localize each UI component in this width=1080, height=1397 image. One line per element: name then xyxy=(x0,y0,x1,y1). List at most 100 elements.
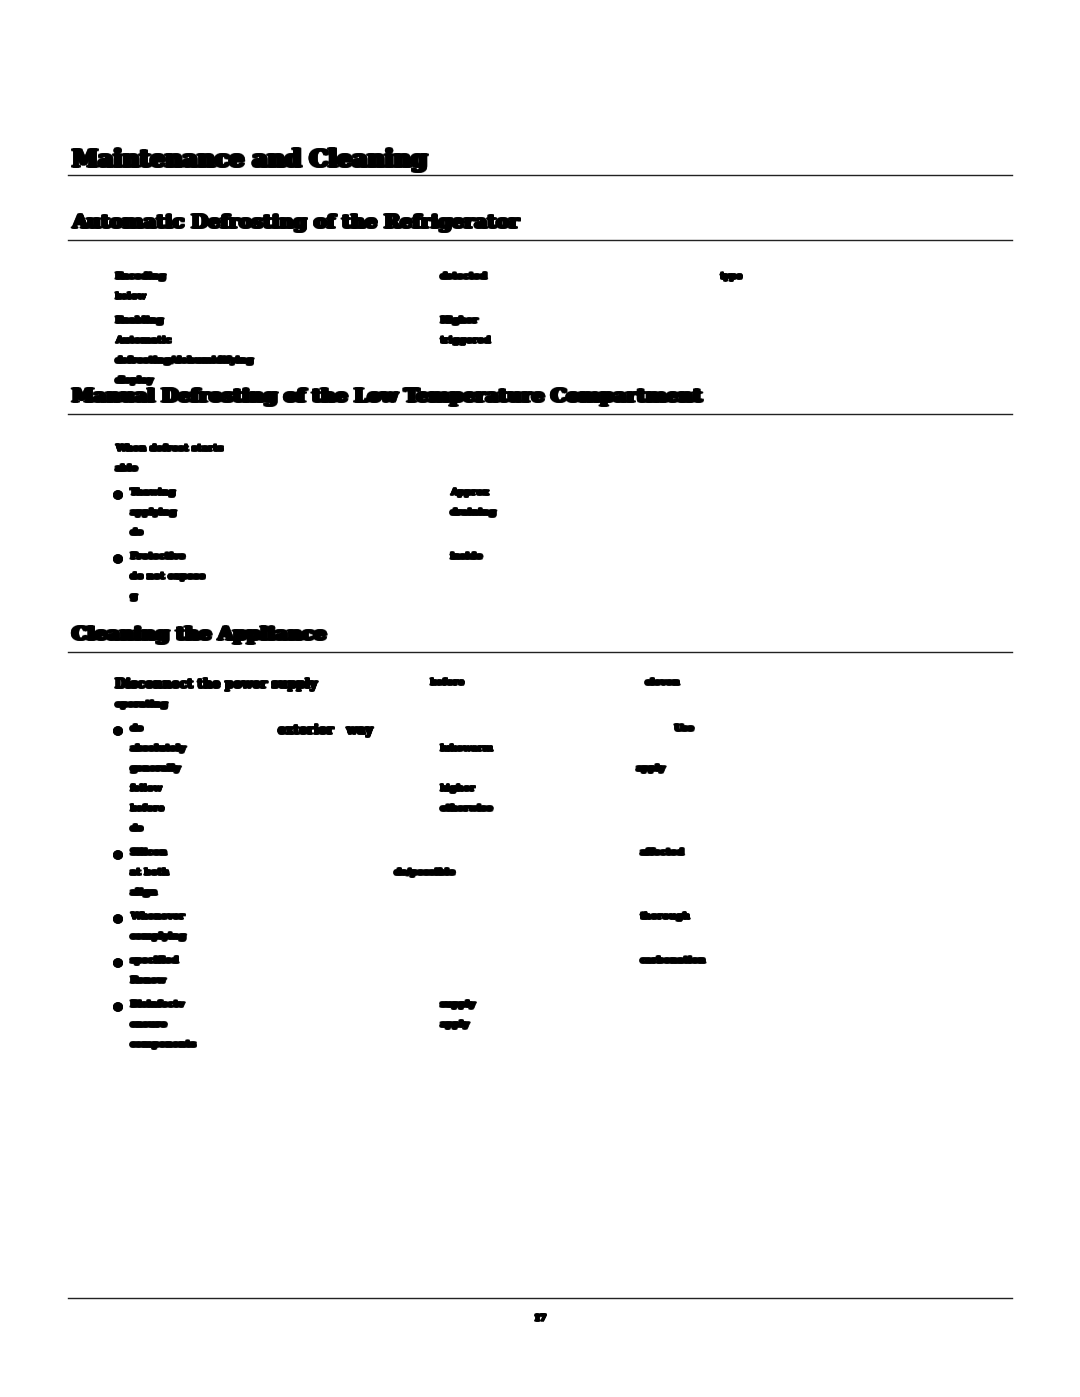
Text: do not expose: do not expose xyxy=(131,571,206,580)
Text: operating: operating xyxy=(114,700,167,710)
Text: apply: apply xyxy=(442,1021,471,1030)
Circle shape xyxy=(116,728,122,735)
Text: inside: inside xyxy=(449,552,482,560)
Text: do/possible: do/possible xyxy=(394,868,456,876)
Text: below: below xyxy=(114,292,146,302)
Text: do not expose: do not expose xyxy=(130,571,204,580)
Circle shape xyxy=(114,852,122,859)
Text: eleven: eleven xyxy=(646,679,680,687)
Text: g: g xyxy=(131,592,137,602)
Text: complying: complying xyxy=(131,932,188,940)
Text: triggered: triggered xyxy=(440,337,491,345)
Text: able: able xyxy=(113,464,137,472)
Text: do not expose: do not expose xyxy=(130,573,205,581)
Text: do: do xyxy=(131,824,144,833)
Text: Higher: Higher xyxy=(442,317,480,326)
Circle shape xyxy=(113,555,121,562)
Text: do not expose: do not expose xyxy=(131,573,206,581)
Text: align: align xyxy=(131,887,159,897)
Circle shape xyxy=(114,1003,121,1010)
Text: lukewarm: lukewarm xyxy=(441,743,495,753)
Text: absolutely: absolutely xyxy=(131,743,187,752)
Text: Maintenance and Cleaning: Maintenance and Cleaning xyxy=(71,148,427,172)
Text: ensure: ensure xyxy=(131,1020,168,1028)
Text: specified: specified xyxy=(131,956,179,965)
Text: Maintenance and Cleaning: Maintenance and Cleaning xyxy=(72,148,428,172)
Text: eleven: eleven xyxy=(646,678,680,687)
Text: complying: complying xyxy=(130,932,186,940)
Text: Encoding: Encoding xyxy=(116,271,166,281)
Text: lukewarm: lukewarm xyxy=(441,743,495,752)
Text: do: do xyxy=(130,824,143,834)
Text: Thawing: Thawing xyxy=(131,488,177,496)
Text: Cleaning the Appliance: Cleaning the Appliance xyxy=(73,626,327,643)
Text: 17: 17 xyxy=(535,1315,548,1323)
Text: ensure: ensure xyxy=(131,1020,168,1030)
Text: Manual Defrosting of the Low Temperature Compartment: Manual Defrosting of the Low Temperature… xyxy=(73,388,703,407)
Text: components: components xyxy=(131,1039,198,1048)
Text: 17: 17 xyxy=(534,1315,546,1324)
Text: Enabling: Enabling xyxy=(116,317,164,326)
Text: operating: operating xyxy=(116,700,168,708)
Text: Higher: Higher xyxy=(442,316,480,324)
Text: defrosting/dehumidifying: defrosting/dehumidifying xyxy=(114,356,254,366)
Text: detected: detected xyxy=(440,272,487,281)
Text: type: type xyxy=(719,272,743,281)
Text: complying: complying xyxy=(130,932,186,940)
Text: before: before xyxy=(130,803,165,813)
Text: 17: 17 xyxy=(536,1313,549,1323)
Text: components: components xyxy=(129,1039,195,1049)
Text: g: g xyxy=(130,592,136,602)
Text: do: do xyxy=(131,824,144,833)
Text: Whenever: Whenever xyxy=(131,911,185,921)
Text: When defrost starts: When defrost starts xyxy=(114,444,222,453)
Text: align: align xyxy=(129,888,157,897)
Text: Silicon: Silicon xyxy=(131,849,168,858)
Text: inside: inside xyxy=(450,552,483,562)
Text: When defrost starts: When defrost starts xyxy=(117,444,225,454)
Text: 17: 17 xyxy=(532,1313,546,1323)
Text: operating: operating xyxy=(116,700,168,708)
Text: ensure: ensure xyxy=(130,1020,167,1028)
Text: follow: follow xyxy=(129,784,162,793)
Text: operating: operating xyxy=(114,700,167,710)
Text: Maintenance and Cleaning: Maintenance and Cleaning xyxy=(73,148,429,172)
Circle shape xyxy=(113,851,121,858)
Text: do/possible: do/possible xyxy=(393,868,455,876)
Text: do: do xyxy=(129,823,143,833)
Text: draining: draining xyxy=(450,507,497,517)
Text: Whenever: Whenever xyxy=(130,912,184,922)
Circle shape xyxy=(114,492,121,499)
Text: Renew: Renew xyxy=(130,975,165,985)
Text: apply: apply xyxy=(440,1020,469,1028)
Text: components: components xyxy=(131,1039,197,1049)
Text: 17: 17 xyxy=(535,1313,548,1323)
Text: 17: 17 xyxy=(536,1313,549,1323)
Text: Disinfectv: Disinfectv xyxy=(131,1000,185,1009)
Text: Automatic Defrosting of the Refrigerator: Automatic Defrosting of the Refrigerator xyxy=(71,214,519,232)
Text: inside: inside xyxy=(451,553,484,562)
Text: eleven: eleven xyxy=(645,679,679,687)
Text: apply: apply xyxy=(635,763,664,773)
Text: Cleaning the Appliance: Cleaning the Appliance xyxy=(72,626,326,644)
Text: Renew: Renew xyxy=(131,977,166,986)
Text: Disconnect the power supply: Disconnect the power supply xyxy=(117,678,323,690)
Text: detected: detected xyxy=(441,271,488,281)
Text: operating: operating xyxy=(117,700,170,708)
Circle shape xyxy=(114,852,121,859)
Text: Renew: Renew xyxy=(131,977,166,985)
Text: before: before xyxy=(430,678,465,687)
Text: before: before xyxy=(129,803,164,813)
Circle shape xyxy=(116,916,122,923)
Text: absolutely: absolutely xyxy=(129,743,185,752)
Text: Automatic: Automatic xyxy=(113,337,171,345)
Text: align: align xyxy=(130,888,158,897)
Text: affected: affected xyxy=(638,848,684,858)
Text: defrosting/dehumidifying: defrosting/dehumidifying xyxy=(117,356,255,366)
Text: do: do xyxy=(131,528,144,536)
Text: g: g xyxy=(131,591,137,601)
Text: apply: apply xyxy=(635,764,664,774)
Text: Automatic Defrosting of the Refrigerator: Automatic Defrosting of the Refrigerator xyxy=(71,214,519,232)
Text: generally: generally xyxy=(130,764,180,773)
Text: defrosting/dehumidifying: defrosting/dehumidifying xyxy=(117,356,255,365)
